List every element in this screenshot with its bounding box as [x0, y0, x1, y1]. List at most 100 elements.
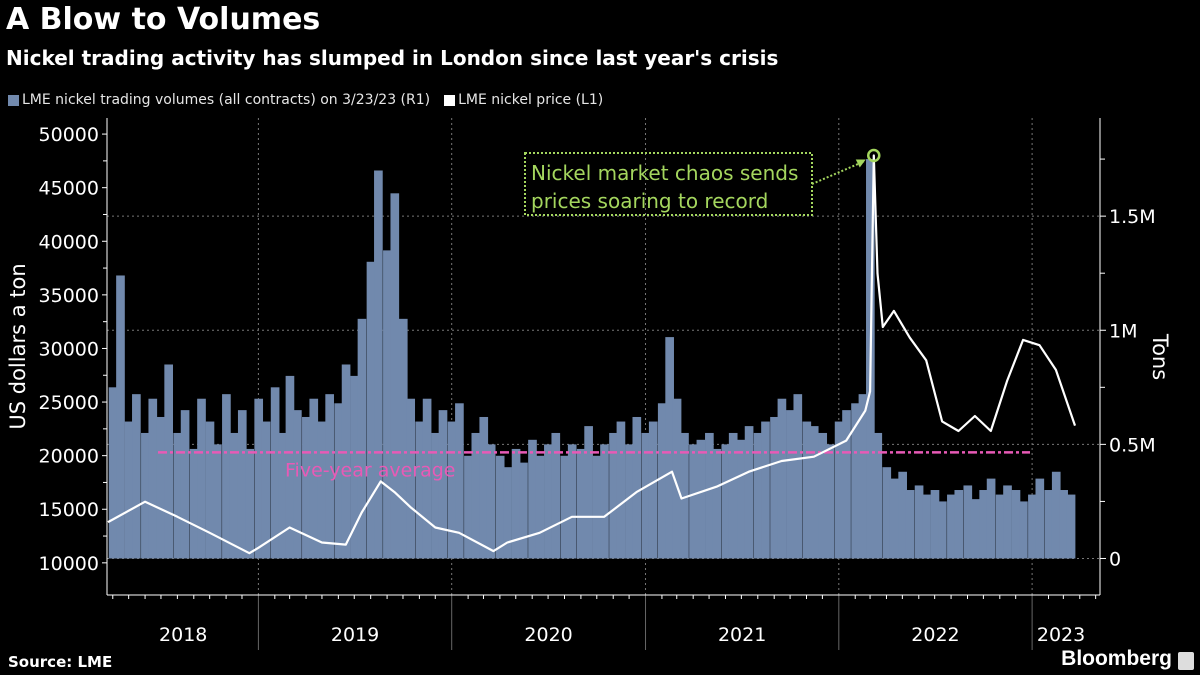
volume-bar — [905, 490, 915, 559]
x-tick-label: 2023 — [1037, 624, 1085, 646]
volume-bar — [544, 444, 553, 559]
bloomberg-chart-icon — [1178, 652, 1194, 670]
volume-bar — [842, 410, 851, 559]
volume-bar — [124, 421, 134, 559]
bloomberg-logo: Bloomberg — [1061, 647, 1172, 670]
volume-bar — [657, 403, 667, 559]
volume-bar — [205, 421, 215, 559]
legend-item-price: LME nickel price (L1) — [444, 92, 603, 108]
volume-bar — [350, 375, 359, 559]
left-tick-label: 15000 — [39, 499, 99, 521]
volume-bar — [270, 387, 280, 559]
right-tick-label: 1M — [1109, 320, 1137, 342]
volume-bar — [519, 462, 528, 559]
volume-bar — [495, 455, 505, 559]
volume-bar — [245, 448, 255, 559]
left-axis-label: US dollars a ton — [6, 263, 30, 429]
x-tick-label: 2021 — [718, 624, 766, 646]
annotation-text: Nickel market chaos sends — [531, 161, 798, 185]
volume-bar — [261, 421, 271, 559]
volume-bar — [325, 394, 334, 559]
volume-bar — [528, 439, 537, 559]
volume-bar — [744, 426, 754, 559]
volume-bar — [761, 421, 770, 559]
volume-bar — [237, 410, 247, 559]
volume-bar — [930, 490, 940, 559]
volume-bar — [1059, 490, 1068, 559]
volume-bar — [825, 444, 835, 559]
volume-bar — [447, 421, 457, 559]
volume-bar — [728, 432, 738, 559]
volume-bar — [503, 467, 512, 559]
volume-bar — [254, 398, 264, 559]
volume-bar — [173, 432, 183, 559]
volume-bar — [712, 448, 722, 559]
volume-bar — [357, 318, 367, 559]
x-tick-label: 2022 — [911, 624, 959, 646]
volume-bar — [641, 432, 651, 559]
volume-bar — [600, 444, 609, 559]
volume-bar — [464, 455, 473, 559]
volume-bar — [511, 448, 521, 559]
volume-bar — [648, 421, 658, 559]
volume-bar — [793, 394, 803, 559]
volume-bar — [567, 444, 577, 559]
volume-bar — [592, 455, 602, 559]
volume-bar — [374, 170, 383, 559]
volume-bar — [882, 467, 892, 559]
volume-bar — [390, 193, 400, 559]
volume-bar — [802, 421, 812, 559]
volume-bar — [753, 432, 763, 559]
volume-bar — [317, 421, 327, 559]
volume-bar — [1028, 494, 1037, 559]
volume-bar — [180, 410, 190, 559]
volume-bar — [438, 410, 448, 559]
volume-bar — [616, 421, 626, 559]
chart-subtitle: Nickel trading activity has slumped in L… — [6, 46, 779, 70]
volume-bar — [1035, 478, 1045, 559]
volume-bar — [383, 250, 392, 559]
volume-bar — [834, 421, 844, 559]
volume-bar — [777, 398, 787, 559]
annotation-text: prices soaring to record — [531, 189, 768, 213]
volume-bar — [108, 387, 118, 559]
volume-bar — [954, 490, 964, 559]
left-tick-label: 45000 — [39, 178, 99, 200]
volume-bar — [898, 471, 907, 559]
volume-bar — [665, 337, 674, 559]
x-tick-label: 2018 — [159, 624, 207, 646]
volume-bar — [851, 403, 860, 559]
volume-bar — [285, 375, 295, 559]
volume-bar — [1003, 485, 1012, 559]
volume-bar — [309, 398, 319, 559]
price-line — [107, 154, 1077, 555]
volume-bar — [366, 261, 376, 559]
volume-bar — [398, 318, 408, 559]
volume-bar — [632, 416, 642, 559]
volume-bar — [148, 398, 158, 559]
volume-bar — [334, 403, 343, 559]
volume-bar — [737, 439, 746, 559]
volume-bar — [818, 432, 828, 559]
volume-bar — [584, 426, 593, 559]
volume-bar — [979, 490, 989, 559]
volume-bar — [132, 394, 141, 559]
volume-bar — [963, 485, 973, 559]
volume-bar — [455, 403, 464, 559]
volume-bar — [551, 432, 561, 559]
left-tick-label: 30000 — [39, 338, 99, 360]
volume-bar — [770, 416, 779, 559]
legend: LME nickel trading volumes (all contract… — [8, 92, 603, 108]
volume-bar — [486, 444, 496, 559]
volume-bar — [116, 275, 125, 559]
volume-bar — [922, 494, 931, 559]
x-tick-label: 2020 — [524, 624, 572, 646]
volume-bar — [164, 364, 174, 559]
volume-bar — [1066, 494, 1076, 559]
right-tick-label: 1.5M — [1109, 206, 1156, 228]
volume-bar — [1011, 490, 1021, 559]
volume-bar — [609, 432, 618, 559]
volume-bar — [721, 444, 731, 559]
volume-bar — [680, 432, 689, 559]
volume-bar — [431, 432, 440, 559]
